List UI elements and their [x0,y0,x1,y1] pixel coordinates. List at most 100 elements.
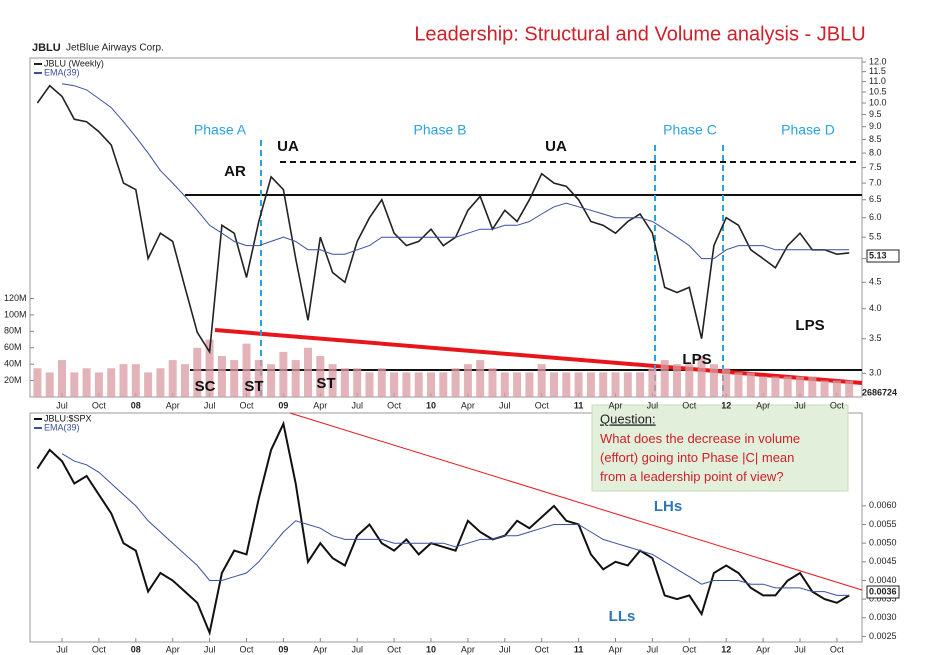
annotation: LPS [682,351,711,368]
volume-bar [94,372,103,397]
volume-bar [427,372,435,397]
x-tick-label: Apr [166,400,180,410]
volume-bar [45,372,54,397]
x-tick-label: Apr [166,644,180,654]
series-line [36,420,850,637]
x-tick-label: Jul [794,644,806,654]
question-text: What does the decrease in volume (effort)… [600,431,800,484]
volume-bar [820,380,829,397]
x-tick-label: 12 [721,400,731,410]
x-tick-label: Oct [92,400,107,410]
legend-label: JBLU (Weekly) [44,58,104,68]
x-tick-label: 11 [574,400,584,410]
y2-tick-label: 20M [4,375,22,385]
volume-bar [845,380,854,397]
annotation: ST [244,378,263,395]
annotation: Phase C [663,122,717,138]
last-value-label: 2686724 [862,387,897,397]
volume-bar [697,355,706,397]
volume-bar [746,372,755,397]
volume-bar [365,372,374,397]
last-value-label: 5.13 [869,250,887,260]
y-tick-label: 9.5 [869,109,882,119]
y-tick-label: 4.0 [869,303,882,313]
annotation: AR [224,163,246,180]
volume-bar [230,360,239,397]
y2-tick-label: 120M [4,293,27,303]
volume-bar [513,372,522,397]
volume-bar [70,372,79,397]
volume-bar [685,364,694,397]
x-tick-label: Jul [56,400,68,410]
y-tick-label: 3.0 [869,368,882,378]
last-value-box [866,585,900,599]
y-tick-label: 3.5 [869,333,882,343]
y-tick-label: 7.0 [869,177,882,187]
x-tick-label: Oct [830,400,845,410]
volume-bar [291,360,300,397]
annotation: LLs [609,608,636,625]
y-tick-label: 8.0 [869,147,882,157]
volume-bar [58,360,66,397]
series-line [61,453,850,596]
volume-bar [390,372,399,397]
volume-bar [131,364,140,397]
x-tick-label: Jul [204,644,216,654]
annotation: ST [316,375,335,392]
x-tick-label: Oct [387,400,402,410]
company: JetBlue Airways Corp. [66,43,164,54]
x-tick-label: Apr [313,644,327,654]
y-tick-label: 12.0 [869,56,887,66]
x-tick-label: Jul [499,644,511,654]
volume-bar [316,355,325,397]
volume-bar [476,360,485,397]
annotation-line [289,412,863,591]
y2-tick-label: 40M [4,359,22,369]
y-tick-label: 4.5 [869,277,882,287]
y2-tick-label: 100M [4,309,27,319]
y-tick-label: 0.0050 [869,538,897,548]
annotation: UA [277,138,299,155]
volume-bar [82,368,91,397]
x-tick-label: Jul [56,644,68,654]
x-tick-label: 10 [426,400,436,410]
annotation: Phase B [414,122,467,138]
volume-bar [353,368,362,397]
volume-bar [832,380,841,397]
volume-bar [488,368,497,397]
volume-bar [500,372,509,397]
volume-bar [205,339,214,397]
legend-label: EMA(39) [44,422,80,432]
x-tick-label: 09 [278,400,288,410]
volume-bar [463,364,472,397]
volume-bar [168,360,177,397]
volume-bar [722,368,731,397]
volume-bar [599,372,608,397]
x-tick-label: Oct [682,400,697,410]
x-tick-label: Oct [387,644,402,654]
x-tick-label: 08 [131,400,141,410]
x-tick-label: Apr [461,400,475,410]
y-tick-label: 0.0030 [869,612,897,622]
price-panel [29,57,863,398]
x-tick-label: Oct [535,644,550,654]
volume-bar [623,372,632,397]
volume-bar [279,351,288,397]
x-tick-label: Apr [608,400,622,410]
y-tick-label: 6.0 [869,212,882,222]
last-value-box [866,249,900,263]
volume-bar [33,368,42,397]
volume-bar [217,355,226,397]
volume-bar [562,372,571,397]
y-tick-label: 11.0 [869,76,886,86]
last-value-label: 0.0036 [869,586,897,596]
y-tick-label: 0.0040 [869,575,897,585]
legend-label: JBLU:$SPX [44,413,92,423]
volume-bar [267,364,276,397]
x-tick-label: 09 [278,644,288,654]
y-tick-label: 8.5 [869,134,882,144]
volume-bar [414,372,423,397]
volume-bar [537,364,546,397]
x-tick-label: Jul [647,400,659,410]
